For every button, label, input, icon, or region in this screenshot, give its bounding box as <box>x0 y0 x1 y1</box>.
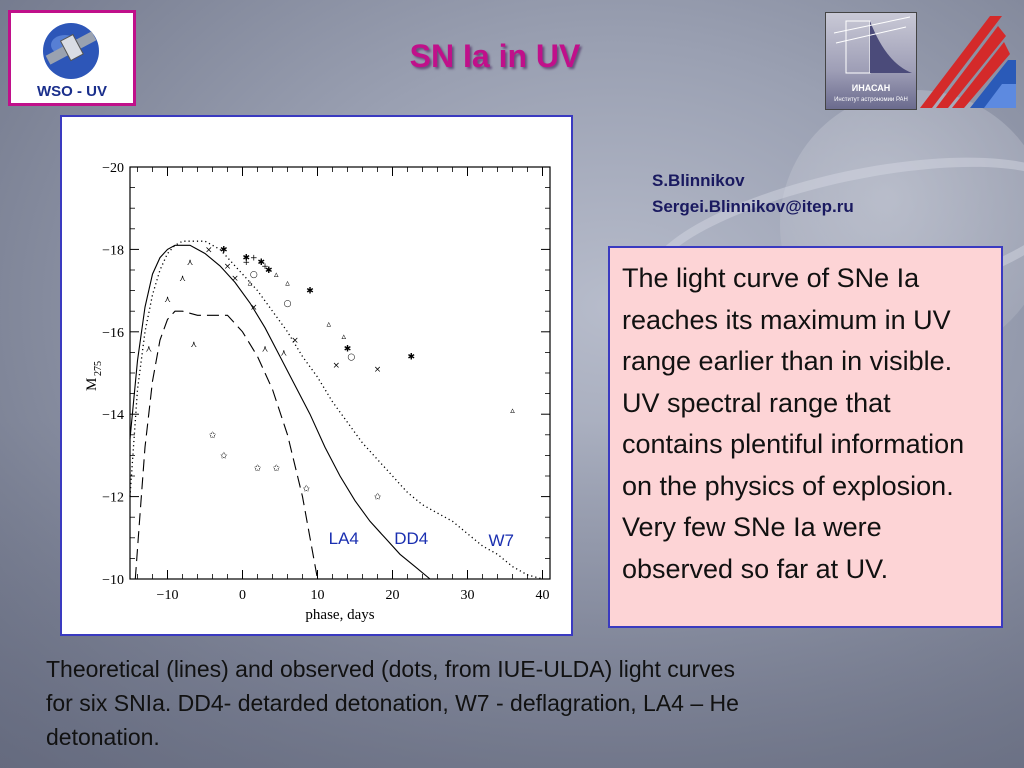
curve-label-la4: LA4 <box>329 529 359 548</box>
observation-point: ✱ <box>407 353 415 363</box>
satellite-globe-icon <box>43 23 99 79</box>
observation-point: ⋏ <box>145 344 152 354</box>
observation-point: ✱ <box>242 254 250 264</box>
observation-point: ✱ <box>265 266 273 276</box>
observation-point: ⋏ <box>164 295 171 305</box>
light-curve-chart: −10 0 10 20 30 40 −20 −18 −16 −14 −12 −10 phase, day… <box>60 115 573 636</box>
x-tick-label: −10 <box>157 588 179 603</box>
x-tick-label: 10 <box>311 588 325 603</box>
y-axis-label: M <box>84 378 100 391</box>
y-tick-label: −18 <box>102 243 124 258</box>
author-name: S.Blinnikov <box>652 171 745 190</box>
y-tick-label: −10 <box>102 573 124 588</box>
observation-point: × <box>291 336 299 346</box>
y-axis-label-subscript: 275 <box>93 361 104 376</box>
observation-point: + <box>250 254 258 264</box>
observation-point: + <box>242 258 250 268</box>
observation-point: ▵ <box>341 332 346 342</box>
observation-point: ▵ <box>510 406 515 416</box>
curve-label-w7: W7 <box>489 531 515 550</box>
observation-point: × <box>224 262 232 272</box>
observation-point: ▵ <box>248 278 253 288</box>
y-tick-label: −12 <box>102 491 124 506</box>
y-tick-label: −16 <box>102 326 124 341</box>
observation-point: ✩ <box>254 464 262 474</box>
x-tick-label: 30 <box>461 588 475 603</box>
light-curve-plot: −10 0 10 20 30 40 −20 −18 −16 −14 −12 −10 phase, day… <box>84 161 551 623</box>
space-agency-logo-icon <box>920 16 1016 108</box>
observation-point: × <box>374 365 382 375</box>
wso-uv-logo-text: WSO - UV <box>37 83 107 100</box>
info-text: The light curve of SNe Ia reaches its ma… <box>622 263 965 584</box>
x-axis-label: phase, days <box>305 607 374 623</box>
observation-point: ▵ <box>285 278 290 288</box>
observation-point: ✩ <box>302 484 310 494</box>
series-dd4-curve <box>129 244 431 580</box>
observation-point: ▵ <box>274 270 279 280</box>
curve-label-dd4: DD4 <box>394 529 428 548</box>
author-email: Sergei.Blinnikov@itep.ru <box>652 197 854 216</box>
figure-caption: Theoretical (lines) and observed (dots, … <box>46 656 739 750</box>
inasan-logo-subtitle: Институт астрономии РАН <box>834 97 908 103</box>
author-block: S.Blinnikov Sergei.Blinnikov@itep.ru <box>652 168 854 220</box>
observation-point: ▵ <box>326 320 331 330</box>
observation-point: ○ <box>250 270 258 280</box>
info-text-box: The light curve of SNe Ia reaches its ma… <box>608 246 1003 628</box>
observation-point: ✩ <box>272 464 280 474</box>
y-tick-label: −20 <box>102 161 124 176</box>
observation-point: ○ <box>347 353 355 363</box>
inasan-logo: ИНАСАН Институт астрономии РАН <box>825 12 917 110</box>
x-tick-label: 0 <box>239 588 246 603</box>
observation-point: ✩ <box>374 493 382 503</box>
x-tick-label: 20 <box>386 588 400 603</box>
x-tick-label: 40 <box>536 588 550 603</box>
plot-frame <box>129 166 551 580</box>
series-la4-curve <box>134 310 319 580</box>
observation-point: × <box>332 361 340 371</box>
slide-title: SN Ia in UV <box>409 38 581 74</box>
observation-point: ⋏ <box>187 258 194 268</box>
observation-point: ⋏ <box>179 274 186 284</box>
observation-point: × <box>250 303 258 313</box>
y-tick-label: −14 <box>102 408 124 423</box>
observation-point: × <box>231 274 239 284</box>
series-w7-curve <box>129 240 543 580</box>
observation-point: × <box>205 245 213 255</box>
telescope-emblem-icon <box>833 16 912 74</box>
observation-point: ✱ <box>306 287 314 297</box>
observation-point: ✱ <box>220 245 228 255</box>
observation-point: ⋏ <box>262 344 269 354</box>
observation-point: ○ <box>284 299 292 309</box>
wso-uv-logo: WSO - UV <box>8 10 136 106</box>
observation-point: ✱ <box>344 344 352 354</box>
observation-point: ⋏ <box>280 348 287 358</box>
observation-point: + <box>261 262 269 272</box>
observation-point: ✱ <box>257 258 265 268</box>
observation-point: ✩ <box>209 431 217 441</box>
observation-point: ✩ <box>220 451 228 461</box>
inasan-logo-name: ИНАСАН <box>851 83 891 93</box>
observation-point: ⋏ <box>190 340 197 350</box>
